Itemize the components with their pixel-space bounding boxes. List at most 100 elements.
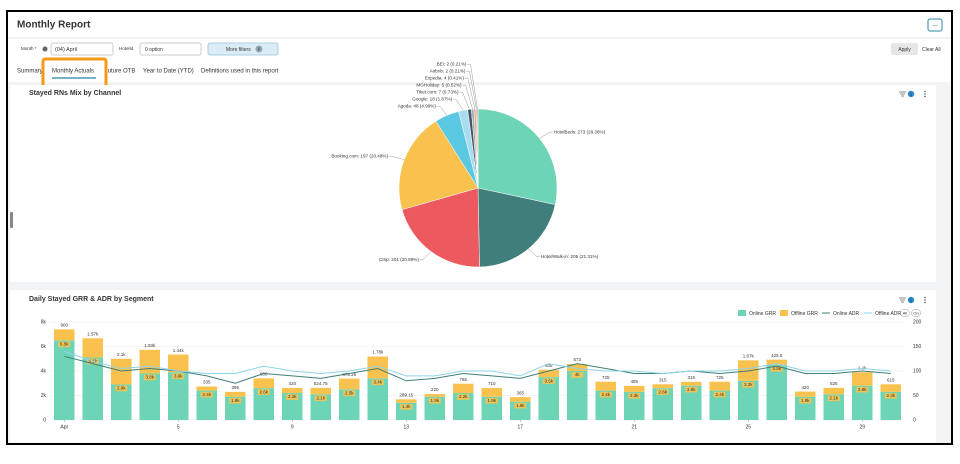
bar-segment [139, 349, 161, 374]
data-label: 315 [687, 375, 695, 380]
month-label: Month * [21, 46, 37, 51]
data-label: 365 [516, 390, 524, 395]
bar-segment [82, 357, 104, 420]
tab[interactable]: Monthly Actuals [52, 69, 94, 75]
data-label-bg [770, 366, 783, 372]
bar-segment [623, 385, 645, 392]
menu-button[interactable] [927, 18, 943, 32]
data-label: 3.9k [174, 373, 183, 378]
y2-tick-label: 100 [913, 368, 922, 374]
x-tick-label: 29 [859, 424, 865, 430]
pie-label: Expedia: 4 (0.41%) [425, 75, 465, 80]
bar-segment [53, 329, 75, 341]
bar-segment [680, 385, 702, 420]
legend-label[interactable]: Online GRR [749, 311, 776, 317]
bar-segment [566, 363, 588, 371]
tab[interactable]: Definitions used in this report [201, 69, 279, 75]
data-label: 1.57k [87, 331, 99, 336]
apply-text: Apply [898, 47, 911, 53]
filter-icon[interactable] [899, 297, 906, 303]
tab[interactable]: Future OTB [104, 69, 135, 75]
bar-segment [595, 381, 617, 391]
badge-count: 1 [910, 298, 913, 303]
month-value: (04) April [55, 47, 77, 53]
data-label: 420 [288, 381, 296, 386]
bar-segment [424, 394, 446, 397]
bar-segment [367, 356, 389, 379]
page-title: Monthly Report [17, 20, 91, 31]
data-label: 1.67k [743, 354, 755, 359]
pie-slice [476, 108, 479, 189]
data-label: 335 [203, 380, 211, 385]
data-label: 2.8k [858, 387, 867, 392]
bar-segment [880, 384, 902, 392]
charts: Stayed RNs Mix by Channel 1 HotelBeds: 273… [29, 61, 926, 430]
bar-segment [595, 390, 617, 420]
leader-line [462, 84, 473, 110]
pie-label: Airbnb: 2 (0.21%) [430, 68, 466, 73]
pie-slice [401, 187, 480, 268]
kebab-dot[interactable] [924, 299, 926, 301]
leader-line [539, 131, 553, 139]
filter-count: 0 [258, 47, 261, 52]
x-tick-label: 17 [517, 424, 523, 430]
bar-segment [766, 364, 788, 420]
data-label: 315 [659, 377, 667, 382]
data-label-bg [542, 378, 555, 384]
tab[interactable]: Year to Date (YTD) [143, 69, 194, 75]
bar-segment [167, 372, 189, 420]
data-label-bg [599, 391, 612, 398]
kebab-dot[interactable] [924, 93, 926, 95]
hotel-select[interactable] [139, 42, 202, 56]
bar-segment [367, 378, 389, 420]
data-label-bg [400, 404, 413, 410]
apply-button[interactable] [891, 43, 918, 55]
data-label-bg [713, 391, 726, 398]
data-label-bg [257, 389, 270, 395]
legend-label[interactable]: Offline GRR [791, 311, 818, 317]
bar-segment [110, 384, 132, 420]
bar-segment [766, 359, 788, 365]
bar-segment [851, 385, 873, 420]
kebab-dot[interactable] [924, 95, 926, 98]
bar-segment [452, 383, 474, 394]
kebab-dot[interactable] [924, 301, 926, 304]
bar-segment [167, 354, 189, 373]
legend-label[interactable]: Offline ADR [875, 311, 901, 317]
y-tick-label: 2k [41, 393, 47, 399]
data-label: 1.9k [430, 398, 439, 403]
data-label: 3.4k [373, 380, 382, 385]
badge [907, 90, 915, 98]
data-label: 525 [830, 381, 838, 386]
month-select[interactable] [50, 42, 114, 56]
tabs: Summary Monthly Actuals Future OTB Year to … [17, 57, 279, 89]
data-label: 2.4k [202, 392, 211, 397]
data-label-bg [314, 395, 327, 402]
legend-label[interactable]: Online ADR [833, 311, 860, 317]
data-label: 725 [602, 375, 610, 380]
bar-segment [566, 371, 588, 420]
data-label-bg [229, 397, 242, 404]
y2-tick-label: 0 [913, 417, 916, 423]
tab[interactable]: Summary [17, 69, 43, 75]
clear-all[interactable]: Clear All [922, 47, 941, 53]
data-label: 3.5k [544, 378, 553, 383]
kebab-dot[interactable] [924, 90, 926, 93]
filter-icon[interactable] [899, 91, 906, 97]
data-label-bg [428, 397, 441, 404]
kebab-dot[interactable] [924, 296, 926, 299]
data-label: 573 [573, 357, 581, 362]
data-label-bg [656, 389, 669, 395]
bar-segment [794, 391, 816, 397]
chart-title: Stayed RNs Mix by Channel [29, 90, 121, 97]
data-label: 878.25 [342, 372, 356, 377]
leader-line [466, 70, 477, 110]
data-label: 1.9k [231, 398, 240, 403]
side-handle[interactable] [10, 212, 13, 228]
data-label: 220 [431, 387, 439, 392]
legend-button[interactable] [900, 309, 910, 317]
data-label: 2.2k [459, 394, 468, 399]
bar-segment [652, 388, 674, 420]
legend-button[interactable] [911, 309, 921, 317]
data-label: 2.1k [829, 395, 838, 400]
